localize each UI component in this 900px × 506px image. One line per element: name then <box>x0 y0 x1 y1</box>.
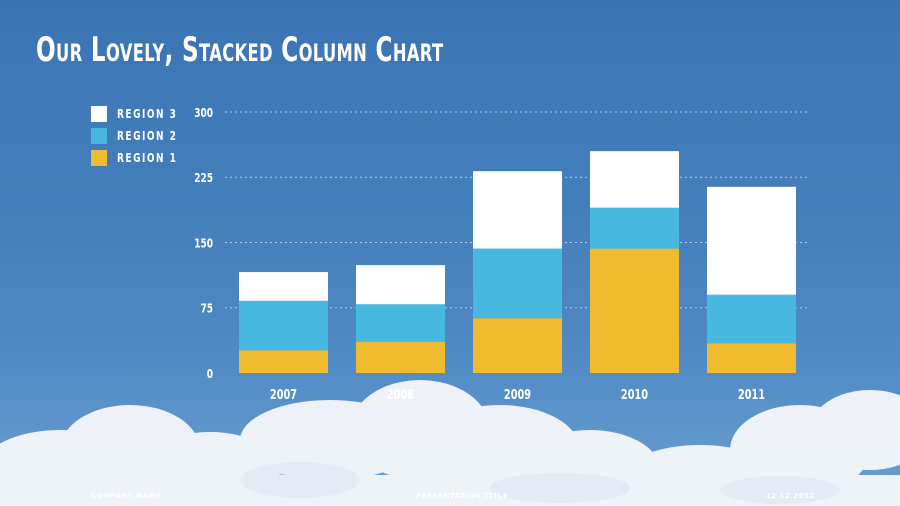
legend-item-region-2: REGION 2 <box>91 125 198 147</box>
bar-segment-region-3 <box>239 272 328 301</box>
bar-segment-region-1 <box>356 341 445 373</box>
legend-item-region-1: REGION 1 <box>91 147 198 169</box>
bar-segment-region-2 <box>590 207 679 249</box>
bar-segment-region-1 <box>590 248 679 373</box>
x-tick-label: 2008 <box>387 387 414 403</box>
bar-segment-region-3 <box>356 265 445 305</box>
bar-segment-region-1 <box>239 350 328 373</box>
bar-segment-region-3 <box>707 186 796 295</box>
legend: REGION 3 REGION 2 REGION 1 <box>91 103 198 169</box>
bar-segment-region-2 <box>707 294 796 344</box>
bar-segment-region-2 <box>356 304 445 342</box>
bar-segment-region-2 <box>239 300 328 351</box>
legend-item-region-3: REGION 3 <box>91 103 198 125</box>
legend-swatch-region-2 <box>91 128 107 144</box>
chart-title: Our Lovely, Stacked Column Chart <box>36 30 444 70</box>
bar-segment-region-2 <box>473 248 562 319</box>
y-tick-label: 75 <box>200 303 213 317</box>
y-tick-label: 225 <box>194 172 213 186</box>
x-tick-label: 2009 <box>504 387 531 403</box>
legend-label-region-3: REGION 3 <box>117 107 178 121</box>
legend-label-region-2: REGION 2 <box>117 129 178 143</box>
legend-swatch-region-1 <box>91 150 107 166</box>
bar-segment-region-3 <box>590 151 679 208</box>
bar-segment-region-1 <box>707 343 796 373</box>
legend-label-region-1: REGION 1 <box>117 151 178 165</box>
footer-presentation-title: PRESENTATION TITLE <box>416 492 509 500</box>
footer-date: 12 12 2012 <box>766 492 815 500</box>
y-tick-label: 0 <box>207 368 213 382</box>
y-tick-label: 300 <box>194 107 213 121</box>
y-tick-label: 150 <box>194 237 213 251</box>
bar-segment-region-1 <box>473 318 562 373</box>
footer-company-name: COMPANY NAME <box>91 492 162 500</box>
legend-swatch-region-3 <box>91 106 107 122</box>
bar-segment-region-3 <box>473 171 562 249</box>
x-tick-label: 2011 <box>738 387 765 403</box>
x-tick-label: 2007 <box>270 387 297 403</box>
x-tick-label: 2010 <box>621 387 648 403</box>
